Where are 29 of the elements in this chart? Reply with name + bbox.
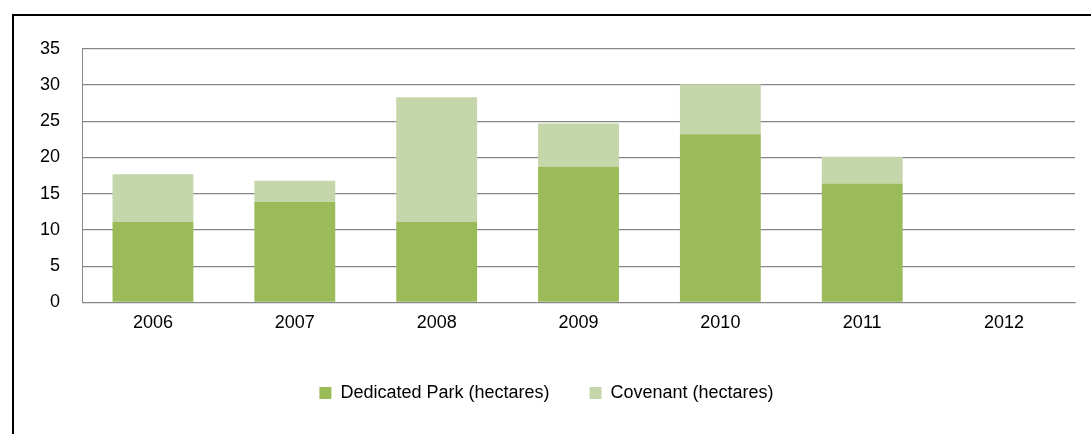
x-tick-label: 2012 [984,312,1025,333]
y-tick-label: 25 [39,110,61,131]
bar [254,180,336,202]
bar [538,166,619,302]
bar [112,174,194,222]
y-tick-label: 35 [39,37,61,58]
x-tick-label: 2009 [558,312,599,333]
x-tick-label: 2007 [274,312,315,333]
x-tick-label: 2006 [132,312,173,333]
y-tick-label: 10 [39,218,61,239]
bar [112,221,194,302]
x-tick-label: 2010 [700,312,741,333]
x-tick-label: 2008 [416,312,457,333]
bar [396,97,478,222]
legend-label: Dedicated Park (hectares) [340,381,550,402]
y-tick-label: 30 [39,74,61,94]
y-tick-label: 5 [50,255,61,276]
x-tick-label: 2011 [842,312,882,333]
bar [821,156,903,184]
y-tick-label: 0 [50,291,61,312]
y-tick-label: 20 [39,146,61,167]
legend-label: Covenant (hectares) [610,381,774,402]
y-tick-label: 15 [39,182,61,203]
bar [254,201,336,302]
bar [679,84,761,135]
bar [538,123,619,167]
bar [396,221,478,302]
bar [821,183,903,302]
bar [679,134,761,302]
